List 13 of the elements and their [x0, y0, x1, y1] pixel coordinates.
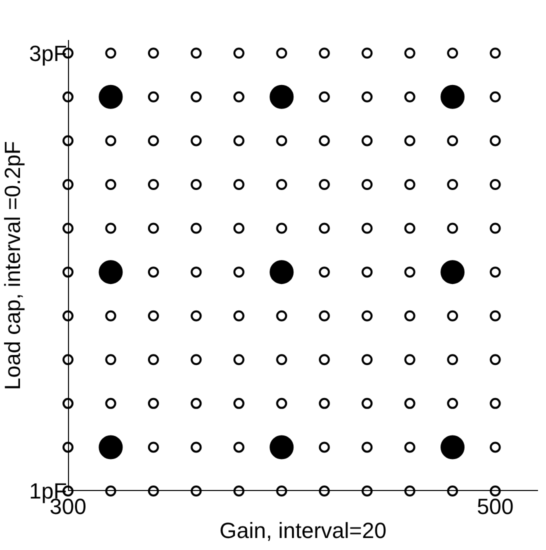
point	[440, 84, 465, 109]
point	[440, 435, 465, 460]
point	[270, 435, 294, 460]
point	[98, 260, 123, 284]
y-axis-title: Load cap, interval =0.2pF	[0, 141, 25, 390]
x-axis-title: Gain, interval=20	[220, 518, 386, 543]
point	[98, 84, 123, 109]
y-tick-label: 3pF	[29, 40, 67, 66]
point	[270, 84, 294, 109]
point	[270, 260, 294, 284]
point	[98, 435, 123, 460]
x-tick-label: 500	[476, 494, 514, 519]
point	[440, 260, 465, 284]
